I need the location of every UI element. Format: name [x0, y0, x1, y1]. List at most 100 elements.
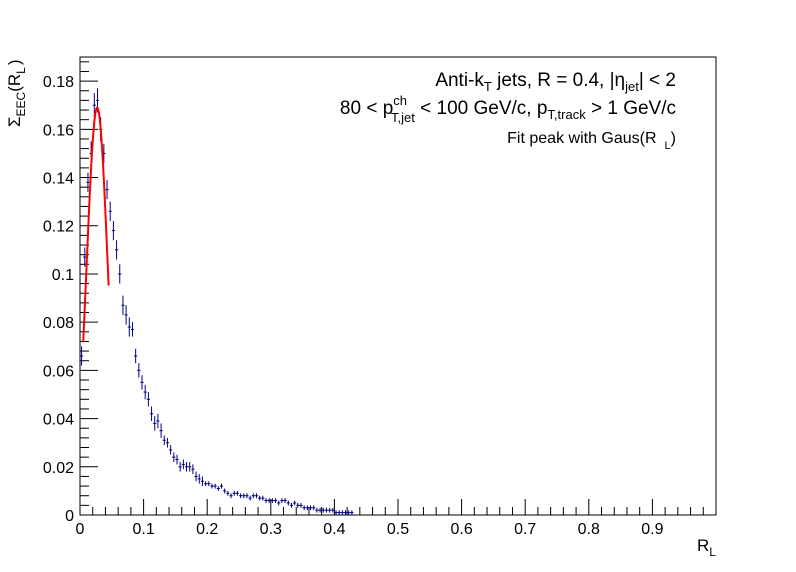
- x-tick-label: 0.5: [387, 521, 409, 538]
- data-point: [242, 493, 246, 499]
- data-point: [267, 498, 271, 503]
- data-point: [270, 498, 274, 503]
- data-point: [299, 502, 303, 508]
- data-point: [118, 264, 122, 284]
- y-tick-label: 0.18: [43, 74, 74, 91]
- data-point: [137, 363, 141, 378]
- data-point: [134, 348, 138, 364]
- data-point: [347, 510, 351, 515]
- data-point: [121, 295, 125, 315]
- data-point: [156, 413, 160, 429]
- data-point: [251, 493, 255, 499]
- gaussian-fit-curve: [82, 106, 110, 343]
- data-point: [124, 305, 128, 325]
- data-point: [258, 495, 262, 501]
- data-point: [226, 490, 230, 496]
- data-point: [197, 474, 201, 484]
- y-axis-label: ΣEEC(RL): [5, 59, 28, 127]
- data-point: [239, 493, 243, 499]
- data-point: [340, 510, 344, 515]
- annotation-line-2: 80 < pch T,jet < 100 GeV/c, pT,track > 1 …: [340, 93, 676, 125]
- data-point: [334, 510, 338, 515]
- data-point: [318, 507, 322, 513]
- x-axis-label: RL: [697, 536, 716, 559]
- annotation-line-1: Anti-kT jets, R = 0.4, |ηjet| < 2: [435, 70, 676, 94]
- data-point: [245, 493, 249, 499]
- data-point: [175, 454, 179, 465]
- x-axis-tick-labels: 0 0.1 0.2 0.3 0.4 0.5 0.6 0.7 0.8 0.9: [76, 521, 664, 538]
- data-point: [337, 510, 341, 515]
- data-point: [261, 495, 265, 501]
- data-point: [213, 483, 217, 489]
- y-tick-label: 0.1: [52, 267, 74, 284]
- y-axis-tick-labels: 0 0.02 0.04 0.06 0.08 0.1 0.12 0.14 0.16 0.18: [43, 74, 74, 525]
- data-point: [140, 375, 144, 390]
- data-point: [181, 459, 185, 470]
- data-point: [159, 423, 163, 438]
- data-point: [188, 461, 192, 472]
- data-point: [194, 471, 198, 482]
- data-point: [283, 498, 287, 503]
- data-point: [305, 505, 309, 511]
- data-point: [200, 476, 205, 487]
- x-tick-label: 0.8: [578, 521, 600, 538]
- data-point: [308, 505, 313, 511]
- data-point: [153, 416, 157, 431]
- x-tick-label: 0.3: [260, 521, 282, 538]
- data-point: [92, 93, 96, 118]
- data-point: [302, 505, 306, 511]
- data-point: [149, 406, 154, 421]
- x-tick-label: 0: [76, 521, 85, 538]
- data-point: [108, 201, 112, 221]
- data-point: [235, 490, 239, 496]
- data-point: [146, 392, 150, 407]
- data-point: [289, 502, 294, 508]
- data-point: [169, 445, 173, 455]
- data-point: [324, 507, 329, 513]
- data-point: [184, 461, 189, 472]
- annotation-line-3: Fit peak with Gaus(R L): [507, 130, 676, 152]
- y-tick-label: 0.02: [43, 460, 74, 477]
- y-tick-label: 0.06: [43, 363, 74, 380]
- x-tick-label: 0.9: [641, 521, 663, 538]
- data-point: [223, 488, 227, 494]
- x-tick-label: 0.6: [450, 521, 472, 538]
- data-point: [191, 464, 195, 475]
- y-axis-ticks: [80, 61, 98, 516]
- x-tick-label: 0.2: [196, 521, 218, 538]
- y-tick-label: 0.08: [43, 315, 74, 332]
- y-tick-label: 0.16: [43, 122, 74, 139]
- data-point: [331, 507, 335, 513]
- data-point: [312, 505, 316, 511]
- data-point: [254, 493, 259, 499]
- data-point: [172, 452, 176, 462]
- data-point: [216, 486, 220, 491]
- data-point: [80, 346, 84, 366]
- data-point: [165, 437, 170, 448]
- y-tick-label: 0.14: [43, 171, 74, 188]
- x-tick-label: 0.7: [514, 521, 536, 538]
- data-point: [105, 179, 109, 200]
- data-point: [86, 172, 90, 192]
- data-point: [293, 500, 297, 506]
- data-point: [350, 510, 354, 515]
- data-point: [162, 435, 166, 446]
- data-point: [229, 493, 233, 499]
- y-tick-label: 0: [65, 508, 74, 525]
- y-tick-label: 0.04: [43, 412, 74, 429]
- data-point: [130, 322, 135, 337]
- data-point: [143, 384, 147, 400]
- data-point: [127, 317, 131, 337]
- data-point: [280, 498, 284, 503]
- data-point: [83, 247, 87, 267]
- x-tick-label: 0.1: [132, 521, 154, 538]
- data-point: [328, 507, 332, 513]
- data-point: [321, 507, 325, 513]
- data-point: [111, 220, 115, 241]
- data-point: [114, 240, 119, 260]
- data-point: [315, 507, 319, 513]
- data-point: [273, 498, 278, 503]
- data-point: [219, 483, 224, 489]
